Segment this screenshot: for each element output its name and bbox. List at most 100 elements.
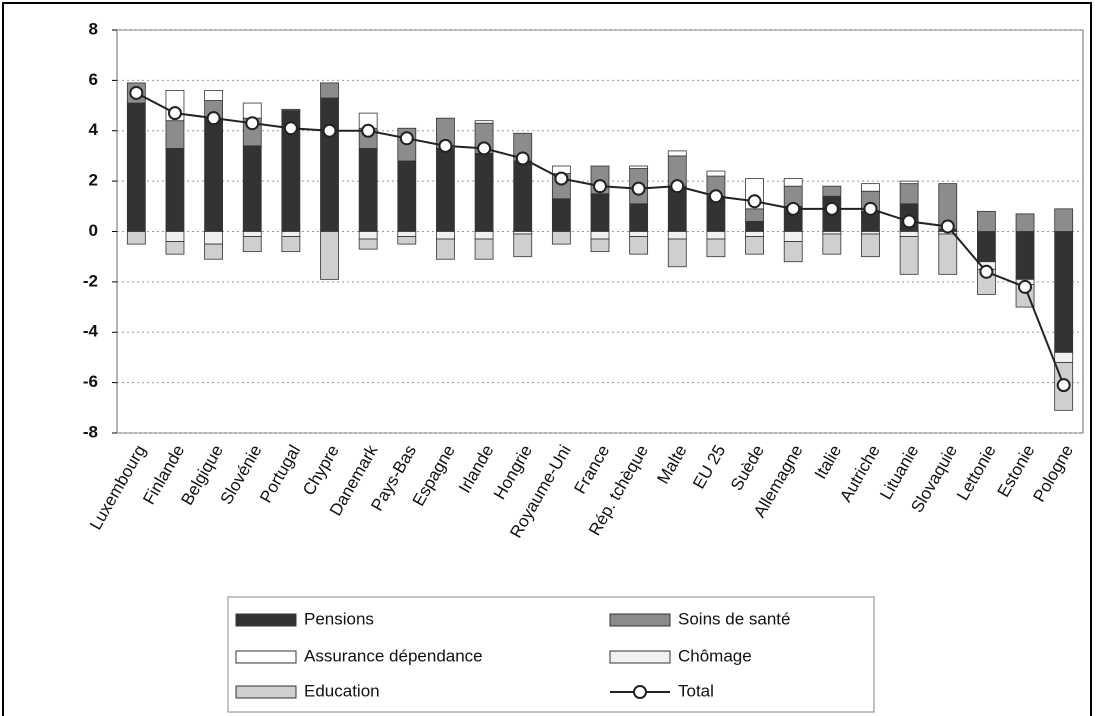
total-marker xyxy=(477,141,492,156)
x-tick-label: Malte xyxy=(653,442,690,488)
bar-segment xyxy=(165,231,185,242)
total-marker xyxy=(129,85,144,100)
legend-label: Soins de santé xyxy=(678,609,790,628)
bar-segment xyxy=(358,231,378,240)
bar-segment xyxy=(165,120,185,149)
bar-segment xyxy=(899,180,919,185)
bar-segment xyxy=(204,117,224,232)
bar-segment xyxy=(281,108,301,111)
x-tick-label: France xyxy=(570,442,613,497)
x-tick-label: Italie xyxy=(811,442,845,483)
bar-segment xyxy=(783,241,803,263)
bar-segment xyxy=(667,238,687,268)
bar-segment xyxy=(281,231,301,237)
bar-segment xyxy=(706,170,726,177)
bar-segment xyxy=(281,236,301,253)
legend-swatch xyxy=(235,650,297,664)
bar-segment xyxy=(126,102,146,232)
y-tick-label: 6 xyxy=(89,70,98,89)
bar-segment xyxy=(1015,231,1035,280)
total-marker xyxy=(902,214,917,229)
bar-segment xyxy=(1054,231,1074,353)
bar-segment xyxy=(204,90,224,101)
bar-segment xyxy=(397,231,417,237)
y-tick-label: -8 xyxy=(83,422,98,441)
bar-segment xyxy=(977,231,996,263)
bar-segment xyxy=(436,238,455,260)
bar-segment xyxy=(861,233,880,258)
bar-segment xyxy=(474,231,494,240)
total-marker xyxy=(206,111,221,126)
bar-segment xyxy=(551,198,571,232)
bar-segment xyxy=(474,153,494,232)
bar-segment xyxy=(861,183,880,192)
y-tick-label: -4 xyxy=(83,322,99,341)
bar-segment xyxy=(706,231,726,240)
bar-segment xyxy=(320,82,339,99)
bar-segment xyxy=(783,178,803,187)
bar-segment xyxy=(629,203,649,232)
bar-segment xyxy=(436,231,455,240)
bar-segment xyxy=(242,145,262,232)
bar-segment xyxy=(436,147,455,232)
total-marker xyxy=(245,116,260,131)
bar-segment xyxy=(320,97,339,232)
total-marker xyxy=(438,138,453,153)
total-marker xyxy=(593,179,607,194)
y-tick-label: 8 xyxy=(89,19,98,38)
legend-marker xyxy=(633,685,647,699)
total-marker xyxy=(361,123,376,138)
bar-segment xyxy=(745,231,764,237)
total-marker xyxy=(554,171,569,186)
bar-segment xyxy=(1054,208,1074,232)
legend-label: Education xyxy=(304,681,380,700)
legend-label: Pensions xyxy=(304,609,374,628)
bar-segment xyxy=(745,221,764,232)
bar-segment xyxy=(1015,213,1035,232)
bar-segment xyxy=(783,231,803,242)
bar-segment xyxy=(397,236,417,245)
y-tick-label: -6 xyxy=(83,372,98,391)
total-marker xyxy=(283,121,298,136)
y-tick-label: 2 xyxy=(89,171,98,190)
bar-segment xyxy=(899,231,919,237)
bar-segment xyxy=(513,233,533,258)
y-tick-label: -2 xyxy=(83,271,98,290)
bar-segment xyxy=(474,238,494,260)
total-marker xyxy=(824,201,839,216)
bar-segment xyxy=(1054,351,1074,363)
bar-segment xyxy=(745,208,764,222)
bar-segment xyxy=(474,120,494,124)
bar-segment xyxy=(590,238,610,253)
bar-segment xyxy=(551,231,571,245)
total-marker xyxy=(708,189,723,204)
legend-label: Total xyxy=(678,681,714,700)
bar-segment xyxy=(320,231,339,280)
legend xyxy=(227,596,875,713)
bar-segment xyxy=(358,238,378,250)
legend-label: Chômage xyxy=(678,646,752,665)
bar-segment xyxy=(745,236,764,255)
bar-segment xyxy=(629,165,649,169)
bar-segment xyxy=(397,160,417,232)
bar-segment xyxy=(899,183,919,205)
y-tick-label: 4 xyxy=(89,120,99,139)
bar-segment xyxy=(629,236,649,255)
total-marker xyxy=(322,123,337,138)
total-marker xyxy=(670,179,685,194)
bar-segment xyxy=(667,150,687,157)
total-marker xyxy=(940,219,955,234)
x-tick-label: EU 25 xyxy=(689,442,729,492)
legend-swatch xyxy=(235,613,297,627)
bar-segment xyxy=(126,231,146,245)
legend-label: Assurance dépendance xyxy=(304,646,483,665)
total-marker xyxy=(167,106,182,121)
total-marker xyxy=(979,264,994,279)
bar-segment xyxy=(204,231,224,245)
total-marker xyxy=(399,131,414,146)
bar-segment xyxy=(899,236,919,275)
bar-segment xyxy=(977,210,996,232)
x-tick-label: Irlande xyxy=(455,442,497,497)
